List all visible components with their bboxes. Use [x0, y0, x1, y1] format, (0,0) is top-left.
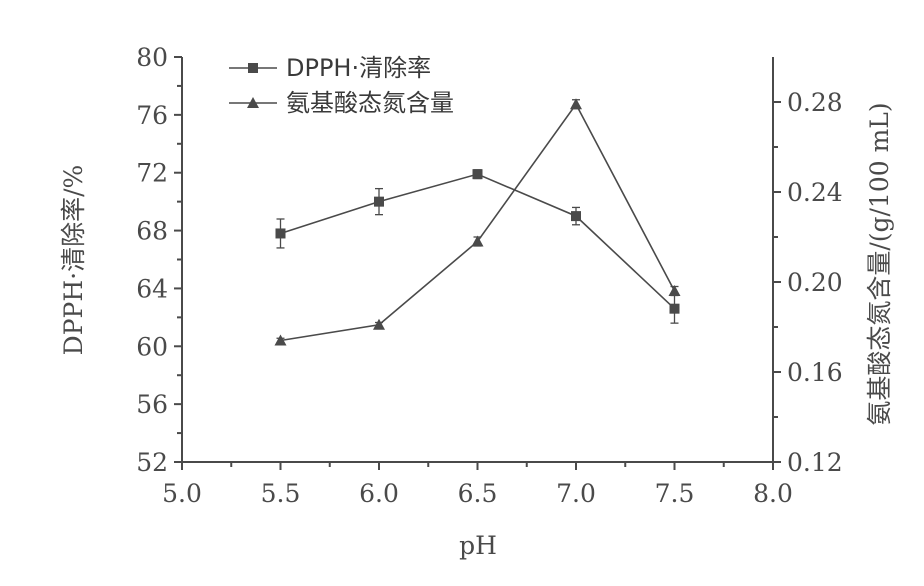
- y-left-tick-label: 76: [136, 101, 168, 130]
- data-point: [471, 235, 484, 247]
- y-right-tick-label: 0.12: [787, 448, 843, 477]
- y-left-tick-label: 64: [136, 274, 168, 303]
- y-left-tick-label: 52: [136, 448, 168, 477]
- series-line: [280, 102, 676, 342]
- y-left-ticks: 52 56 60 64 68 72 76 80: [136, 43, 182, 477]
- data-point: [274, 334, 287, 346]
- series-square: [275, 169, 680, 324]
- y-right-ticks: 0.12 0.16 0.20 0.24 0.28: [773, 88, 843, 477]
- y-right-tick-label: 0.16: [787, 358, 843, 387]
- y-right-tick-label: 0.28: [787, 88, 843, 117]
- legend-marker: [248, 63, 258, 73]
- y-left-tick-label: 56: [136, 390, 168, 419]
- series-triangle: [274, 98, 681, 346]
- y-left-tick-label: 68: [136, 217, 168, 246]
- series-layer: [274, 98, 681, 346]
- y-left-tick-label: 80: [136, 43, 168, 72]
- y-right-tick-label: 0.20: [787, 268, 843, 297]
- y-left-tick-label: 72: [136, 159, 168, 188]
- data-point: [571, 211, 581, 222]
- y-right-axis-title: 氨基酸态氮含量/(g/100 mL): [865, 102, 894, 425]
- data-point: [669, 303, 680, 314]
- data-point: [668, 285, 681, 296]
- data-point: [472, 169, 483, 180]
- legend-label: DPPH·清除率: [286, 54, 431, 82]
- x-tick-label: 7.5: [655, 479, 695, 508]
- x-tick-label: 7.0: [556, 479, 596, 508]
- legend-label: 氨基酸态氮含量: [286, 89, 454, 117]
- x-tick-label: 6.5: [458, 479, 498, 508]
- x-tick-label: 6.0: [359, 479, 399, 508]
- x-ticks: 5.0 5.5 6.0 6.5 7.0 7.5 8.0: [162, 462, 793, 508]
- axes: [181, 57, 774, 463]
- x-axis-title: pH: [459, 531, 497, 560]
- legend-marker: [247, 97, 259, 108]
- y-left-axis-title: DPPH·清除率/%: [59, 165, 88, 356]
- data-point: [275, 228, 286, 239]
- y-right-tick-label: 0.24: [787, 178, 843, 207]
- y-left-tick-label: 60: [136, 332, 168, 361]
- x-tick-label: 5.5: [261, 479, 301, 508]
- data-point: [374, 196, 384, 207]
- x-tick-label: 8.0: [753, 479, 793, 508]
- x-tick-label: 5.0: [162, 479, 202, 508]
- data-point: [373, 318, 385, 330]
- data-point: [570, 98, 582, 110]
